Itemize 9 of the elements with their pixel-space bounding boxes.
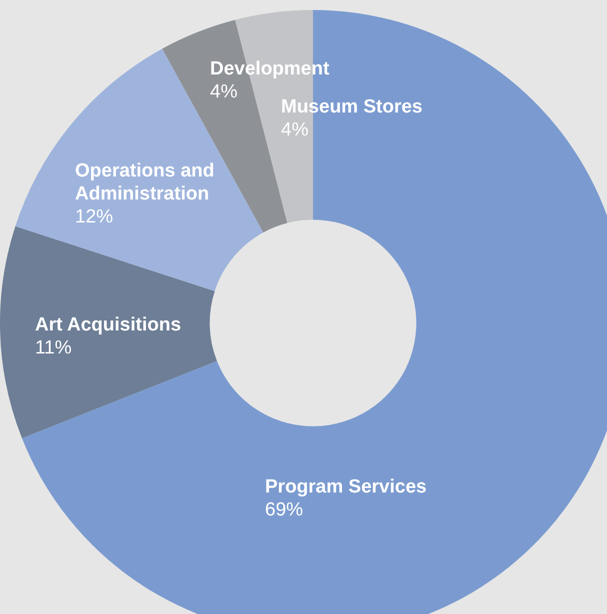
data-label: 4% — [210, 82, 238, 103]
slice-label: Museum Stores — [281, 96, 422, 118]
data-label: 4% — [281, 120, 309, 141]
slice-label: Operations and Administration — [75, 160, 214, 205]
slice-label: Program Services — [265, 476, 427, 498]
data-label: 12% — [75, 206, 114, 228]
data-label: 11% — [35, 338, 72, 359]
slice-label: Art Acquisitions — [35, 314, 182, 336]
data-label: 69% — [265, 500, 304, 521]
